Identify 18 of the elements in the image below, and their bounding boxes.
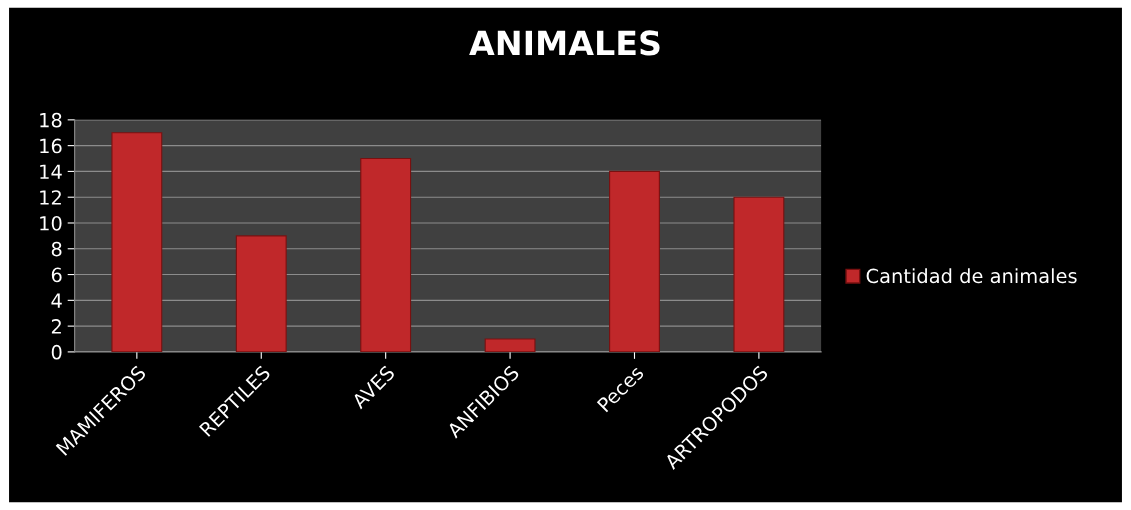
y-tick-label: 8	[51, 241, 62, 257]
y-tick-label: 6	[51, 267, 62, 283]
y-tick-label: 4	[51, 293, 62, 308]
y-tick-label: 18	[40, 112, 62, 128]
y-tick-label: 12	[40, 190, 61, 205]
bar	[733, 196, 785, 352]
y-tick-label: 0	[51, 344, 62, 360]
chart-title: ANIMALES	[469, 30, 660, 56]
bar	[484, 338, 536, 352]
bar	[111, 132, 163, 352]
y-tick-label: 10	[40, 215, 62, 231]
bar	[609, 170, 660, 352]
bar	[235, 235, 287, 352]
y-tick-label: 2	[51, 319, 61, 334]
bar	[360, 157, 412, 352]
y-tick-label: 16	[40, 138, 62, 154]
legend-label: Cantidad de animales	[866, 268, 1077, 284]
y-tick-label: 14	[40, 164, 62, 179]
